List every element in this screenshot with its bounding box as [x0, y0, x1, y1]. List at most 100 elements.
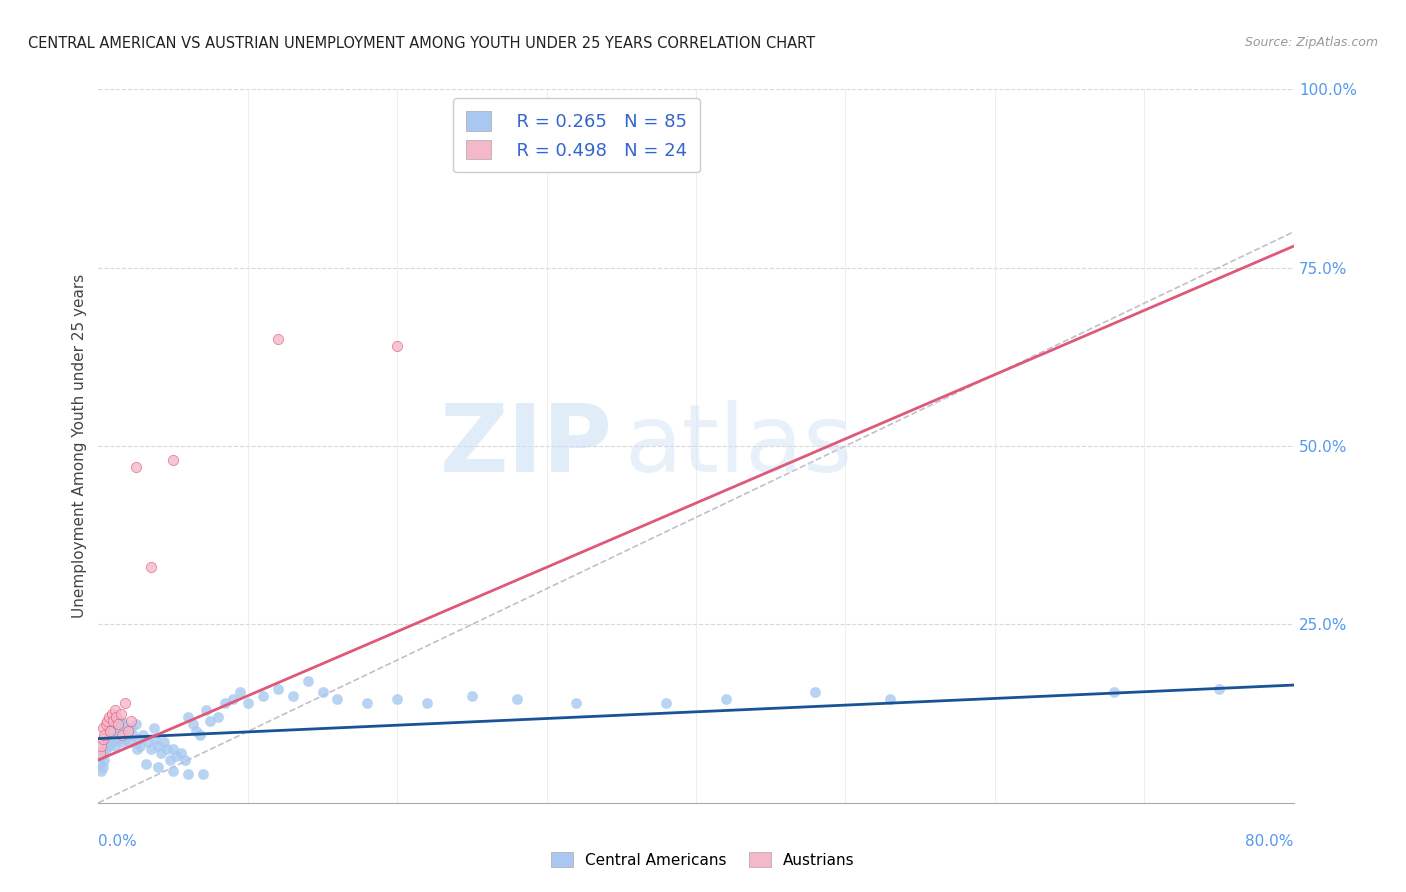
Point [252, 689, 274, 703]
Point [129, 739, 152, 753]
Point [214, 696, 236, 710]
Point [91, 721, 114, 735]
Text: 80.0%: 80.0% [1246, 834, 1294, 849]
Point [117, 728, 139, 742]
Point [148, 739, 170, 753]
Point [461, 689, 484, 703]
Point [506, 692, 529, 706]
Point [110, 706, 132, 721]
Point [311, 685, 333, 699]
Point [162, 742, 184, 756]
Point [90, 764, 112, 778]
Point [89, 756, 111, 771]
Point [89, 746, 111, 760]
Point [165, 749, 187, 764]
Point [326, 692, 349, 706]
Point [97, 739, 120, 753]
Point [125, 717, 148, 731]
Point [127, 742, 149, 756]
Point [98, 731, 122, 746]
Point [114, 696, 136, 710]
Point [91, 746, 114, 760]
Point [143, 731, 166, 746]
Point [139, 742, 162, 756]
Point [162, 453, 184, 467]
Text: CENTRAL AMERICAN VS AUSTRIAN UNEMPLOYMENT AMONG YOUTH UNDER 25 YEARS CORRELATION: CENTRAL AMERICAN VS AUSTRIAN UNEMPLOYMEN… [28, 36, 815, 51]
Point [565, 696, 588, 710]
Point [142, 721, 165, 735]
Point [222, 692, 245, 706]
Y-axis label: Unemployment Among Youth under 25 years: Unemployment Among Youth under 25 years [72, 274, 87, 618]
Point [121, 728, 143, 742]
Point [125, 460, 148, 475]
Point [114, 731, 136, 746]
Point [159, 753, 181, 767]
Point [1208, 681, 1230, 696]
Point [104, 703, 127, 717]
Point [94, 731, 117, 746]
Point [91, 760, 114, 774]
Point [98, 717, 122, 731]
Point [90, 749, 112, 764]
Legend: Central Americans, Austrians: Central Americans, Austrians [544, 844, 862, 875]
Point [139, 560, 162, 574]
Point [200, 714, 222, 728]
Point [93, 753, 115, 767]
Point [195, 703, 218, 717]
Point [96, 714, 118, 728]
Point [150, 746, 173, 760]
Point [385, 692, 409, 706]
Point [96, 735, 118, 749]
Point [105, 710, 128, 724]
Point [267, 681, 290, 696]
Point [105, 710, 128, 724]
Point [174, 753, 197, 767]
Point [96, 728, 118, 742]
Point [103, 728, 125, 742]
Point [297, 674, 319, 689]
Point [177, 710, 200, 724]
Point [98, 724, 122, 739]
Text: atlas: atlas [624, 400, 852, 492]
Point [101, 735, 124, 749]
Point [148, 760, 170, 774]
Point [181, 717, 204, 731]
Point [128, 731, 150, 746]
Point [91, 731, 114, 746]
Point [120, 714, 142, 728]
Point [655, 696, 678, 710]
Text: Source: ZipAtlas.com: Source: ZipAtlas.com [1244, 36, 1378, 49]
Point [135, 756, 157, 771]
Point [93, 739, 115, 753]
Point [236, 696, 259, 710]
Point [385, 339, 409, 353]
Point [90, 739, 112, 753]
Point [110, 714, 132, 728]
Point [229, 685, 252, 699]
Point [804, 685, 827, 699]
Point [108, 721, 131, 735]
Point [97, 710, 120, 724]
Point [104, 739, 127, 753]
Point [112, 717, 135, 731]
Text: 0.0%: 0.0% [98, 834, 138, 849]
Point [1104, 685, 1126, 699]
Point [714, 692, 737, 706]
Legend:   R = 0.265   N = 85,   R = 0.498   N = 24: R = 0.265 N = 85, R = 0.498 N = 24 [453, 98, 700, 172]
Point [162, 764, 184, 778]
Point [153, 735, 176, 749]
Point [177, 767, 200, 781]
Point [94, 742, 117, 756]
Point [118, 735, 141, 749]
Point [93, 728, 115, 742]
Point [94, 717, 117, 731]
Point [120, 721, 142, 735]
Point [416, 696, 439, 710]
Point [281, 689, 304, 703]
Point [132, 728, 155, 742]
Point [110, 728, 132, 742]
Point [156, 742, 179, 756]
Point [105, 724, 128, 739]
Point [111, 728, 134, 742]
Point [101, 706, 124, 721]
